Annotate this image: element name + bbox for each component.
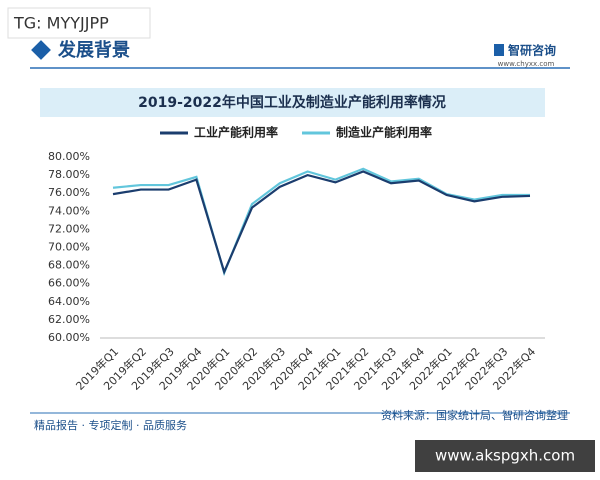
logo-icon bbox=[494, 44, 504, 56]
footer-left: 精品报告 · 专项定制 · 品质服务 bbox=[34, 418, 187, 432]
title-bar bbox=[40, 88, 545, 117]
series-line bbox=[112, 170, 531, 276]
y-tick-label: 62.00% bbox=[48, 313, 90, 326]
y-tick-label: 72.00% bbox=[48, 222, 90, 235]
chart-title: 2019-2022年中国工业及制造业产能利用率情况 bbox=[138, 94, 446, 111]
series-line bbox=[112, 167, 530, 277]
watermark: www.akspgxh.com bbox=[435, 447, 575, 465]
y-tick-label: 74.00% bbox=[48, 204, 90, 217]
legend-label: 工业产能利用率 bbox=[194, 125, 278, 140]
section-title: 发展背景 bbox=[57, 39, 130, 61]
y-tick-label: 68.00% bbox=[48, 259, 90, 272]
y-tick-label: 66.00% bbox=[48, 277, 90, 290]
y-tick-label: 76.00% bbox=[48, 186, 90, 199]
source: 资料来源：国家统计局、智研咨询整理 bbox=[381, 408, 568, 422]
badge: TG: MYYJJPP bbox=[13, 14, 109, 33]
y-tick-label: 60.00% bbox=[48, 331, 90, 344]
legend-label: 制造业产能利用率 bbox=[336, 125, 432, 140]
logo: 智研咨询 bbox=[507, 43, 556, 58]
logo-url: www.chyxx.com bbox=[498, 60, 555, 68]
y-tick-label: 80.00% bbox=[48, 150, 90, 163]
badge-box bbox=[7, 7, 151, 39]
y-tick-label: 64.00% bbox=[48, 295, 90, 308]
y-tick-label: 70.00% bbox=[48, 241, 90, 254]
watermark-box bbox=[415, 440, 595, 472]
y-tick-label: 78.00% bbox=[48, 168, 90, 181]
